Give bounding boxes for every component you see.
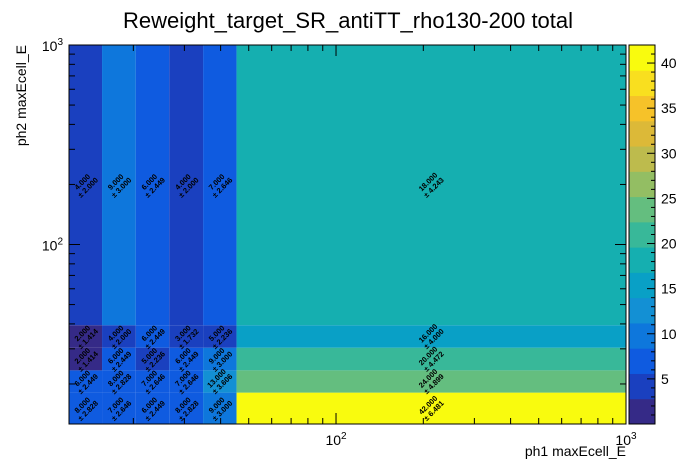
colorbar-tick-label: 40: [661, 55, 677, 71]
colorbar-tick-label: 35: [661, 100, 677, 116]
heatmap-cell: [69, 370, 103, 393]
heatmap-cell: [203, 347, 237, 371]
heatmap-cell: [169, 370, 204, 393]
colorbar-swatch: [629, 146, 655, 172]
colorbar-tick-label: 15: [661, 281, 677, 297]
colorbar-swatch: [629, 196, 655, 223]
heatmap-cell: [169, 392, 204, 424]
heatmap-cell: [69, 392, 103, 424]
y-tick-label: 102: [42, 237, 64, 254]
plot-frame: [68, 44, 627, 425]
heatmap-cell: [169, 347, 204, 371]
heatmap-cell: [102, 325, 136, 348]
heatmap-cell: [236, 347, 626, 371]
colorbar-tick-label: 30: [661, 145, 677, 161]
chart-title: Reweight_target_SR_antiTT_rho130-200 tot…: [123, 8, 573, 33]
heatmap-cell: [102, 347, 136, 371]
colorbar-swatch: [629, 171, 655, 198]
colorbar-swatch: [629, 247, 655, 273]
heatmap-cell: [203, 45, 237, 326]
heatmap-cell: [135, 347, 170, 371]
heatmap-cell: [102, 392, 136, 424]
colorbar-tick-label: 25: [661, 190, 677, 206]
axis-ticks: [69, 45, 626, 424]
x-axis-label: ph1 maxEcell_E: [525, 443, 626, 459]
y-axis-label: ph2 maxEcell_E: [13, 45, 29, 146]
heatmap-cell: [169, 45, 204, 326]
colorbar-swatch: [629, 322, 655, 349]
heatmap-cells: [69, 45, 626, 424]
heatmap-cell: [102, 370, 136, 393]
colorbar-swatch: [629, 373, 655, 400]
heatmap-cell: [69, 325, 103, 348]
heatmap-cell: [203, 325, 237, 348]
heatmap-cell: [236, 370, 626, 393]
colorbar-tick-label: 10: [661, 326, 677, 342]
x-tick-label: 103: [615, 431, 637, 448]
colorbar-swatch: [629, 398, 655, 425]
colorbar-swatch: [629, 45, 655, 71]
colorbar-swatch: [629, 297, 655, 324]
heatmap-cell: [69, 347, 103, 371]
heatmap-cell: [236, 45, 626, 326]
heatmap-cell: [169, 325, 204, 348]
heatmap-cell: [135, 370, 170, 393]
x-tick-label: 102: [325, 431, 347, 448]
colorbar-tick-label: 20: [661, 236, 677, 252]
heatmap-cell: [102, 45, 136, 326]
axis-tick-labels: 102 103 102 103: [42, 37, 637, 448]
colorbar: 5 10 15 20 25 30 35 40: [628, 44, 677, 425]
heatmap-cell: [203, 370, 237, 393]
heatmap-cell: [236, 392, 626, 424]
colorbar-swatch: [629, 348, 655, 374]
colorbar-tick-label: 5: [661, 371, 669, 387]
heatmap-cell: [203, 392, 237, 424]
heatmap-cell: [135, 392, 170, 424]
heatmap-cell: [69, 45, 103, 326]
colorbar-swatch: [629, 120, 655, 147]
heatmap-cell: [236, 325, 626, 348]
heatmap-cell: [135, 325, 170, 348]
colorbar-swatch: [629, 272, 655, 299]
heatmap-cell: [135, 45, 170, 326]
colorbar-swatch: [629, 70, 655, 97]
y-tick-label: 103: [42, 37, 64, 54]
